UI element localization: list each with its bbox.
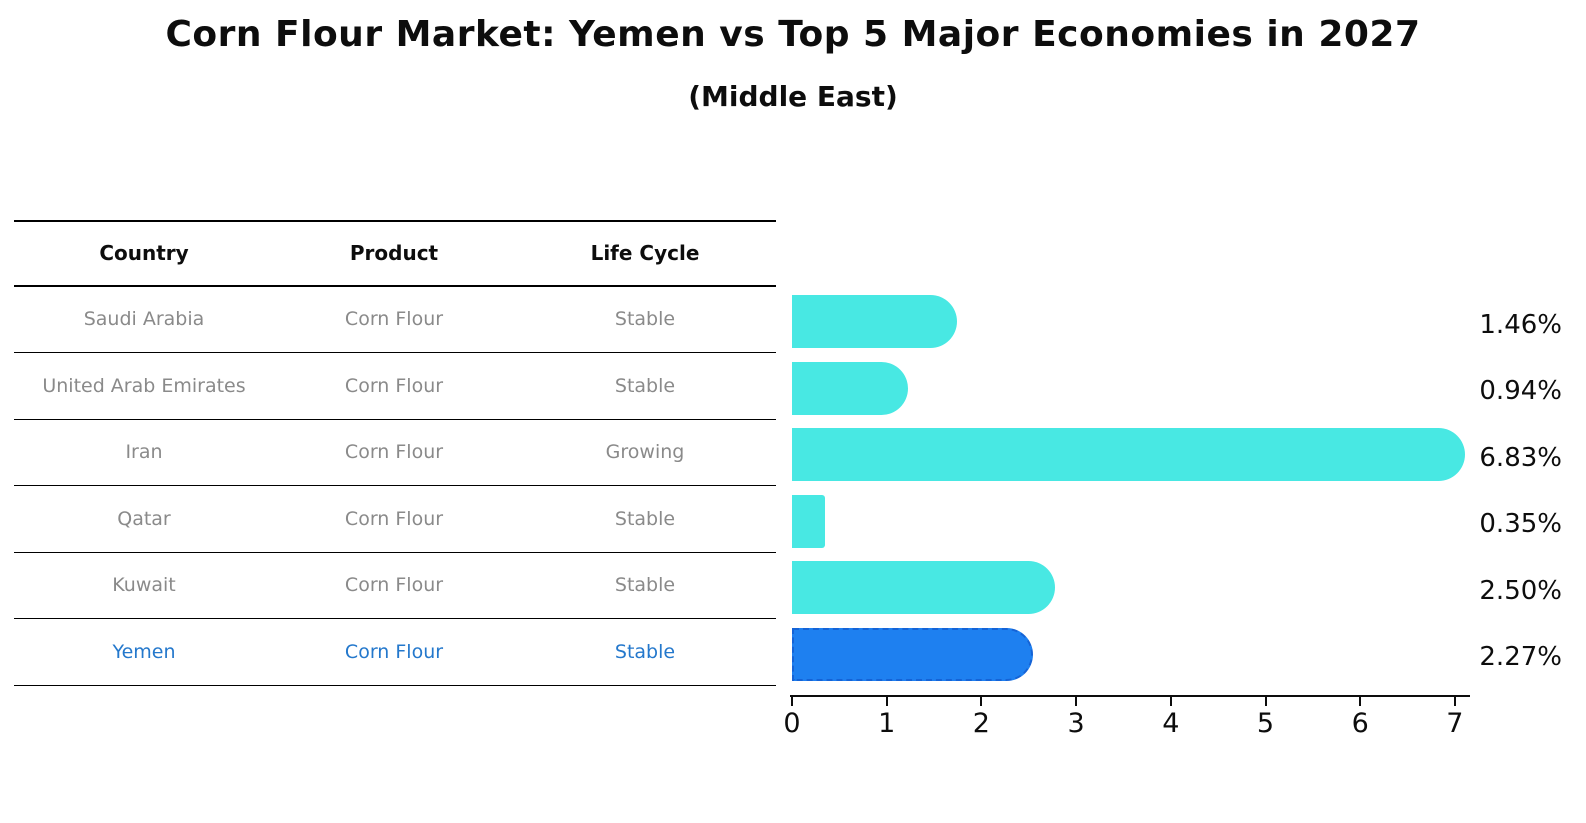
bar-saudi-arabia <box>792 295 957 349</box>
chart-title: Corn Flour Market: Yemen vs Top 5 Major … <box>165 14 1421 55</box>
x-tick-label-2: 2 <box>972 708 990 739</box>
cell-country: Qatar <box>117 507 171 530</box>
x-tick-label-6: 6 <box>1351 708 1369 739</box>
x-tick-0 <box>791 697 793 706</box>
bar-kuwait <box>792 561 1056 615</box>
value-label-kuwait: 2.50% <box>1479 575 1562 606</box>
table-body: Saudi Arabia Corn Flour Stable United Arab … <box>14 287 776 686</box>
table-header-country: Country <box>99 241 189 266</box>
cell-product: Corn Flour <box>344 640 444 663</box>
table-header-product: Product <box>349 241 439 266</box>
cell-life-cycle: Stable <box>614 640 676 663</box>
table-row-kuwait: Kuwait Corn Flour Stable <box>14 553 776 619</box>
x-tick-4 <box>1169 697 1172 706</box>
cell-product: Corn Flour <box>344 574 444 597</box>
cell-product: Corn Flour <box>344 507 444 530</box>
x-tick-2 <box>980 697 983 706</box>
x-tick-6 <box>1359 697 1362 706</box>
value-label-yemen: 2.27% <box>1479 642 1562 673</box>
table-row-yemen: Yemen Corn Flour Stable <box>14 619 776 686</box>
table-row-saudi-arabia: Saudi Arabia Corn Flour Stable <box>14 287 776 353</box>
x-axis-line <box>790 695 1470 697</box>
x-tick-5 <box>1264 697 1267 706</box>
x-tick-3 <box>1075 697 1078 706</box>
x-tick-label-0: 0 <box>783 708 801 739</box>
cell-product: Corn Flour <box>344 374 444 397</box>
chart-subtitle: (Middle East) <box>688 80 898 113</box>
x-tick-label-4: 4 <box>1162 708 1180 739</box>
bar-united-arab-emirates <box>792 361 908 415</box>
cell-life-cycle: Stable <box>614 308 676 331</box>
table-header-row: Country Product Life Cycle <box>14 220 776 287</box>
cell-life-cycle: Growing <box>605 441 685 464</box>
x-tick-label-7: 7 <box>1446 708 1464 739</box>
x-tick-label-5: 5 <box>1256 708 1275 739</box>
x-tick-7 <box>1453 697 1456 706</box>
cell-life-cycle: Stable <box>614 374 676 397</box>
cell-product: Corn Flour <box>344 441 444 464</box>
x-tick-label-3: 3 <box>1067 708 1085 739</box>
cell-country: Kuwait <box>112 574 176 597</box>
bar-yemen <box>792 627 1034 681</box>
value-label-iran: 6.83% <box>1479 442 1562 473</box>
table-row-iran: Iran Corn Flour Growing <box>14 420 776 486</box>
cell-life-cycle: Stable <box>614 507 676 530</box>
cell-country: United Arab Emirates <box>42 374 246 397</box>
value-label-saudi-arabia: 1.46% <box>1479 309 1562 340</box>
bar-iran <box>792 428 1466 482</box>
country-table: Country Product Life Cycle Saudi Arabia C… <box>14 220 776 686</box>
value-label-united-arab-emirates: 0.94% <box>1479 376 1562 407</box>
table-row-qatar: Qatar Corn Flour Stable <box>14 486 776 553</box>
value-label-qatar: 0.35% <box>1479 509 1562 540</box>
x-tick-1 <box>885 697 888 706</box>
x-tick-label-1: 1 <box>878 708 896 739</box>
cell-country: Iran <box>125 441 163 464</box>
cell-life-cycle: Stable <box>614 574 676 597</box>
table-row-united-arab-emirates: United Arab Emirates Corn Flour Stable <box>14 353 776 420</box>
cell-country: Yemen <box>112 640 176 663</box>
bar-qatar <box>792 494 826 548</box>
table-header-life-cycle: Life Cycle <box>590 241 700 266</box>
cell-country: Saudi Arabia <box>83 308 205 331</box>
cell-product: Corn Flour <box>344 308 444 331</box>
